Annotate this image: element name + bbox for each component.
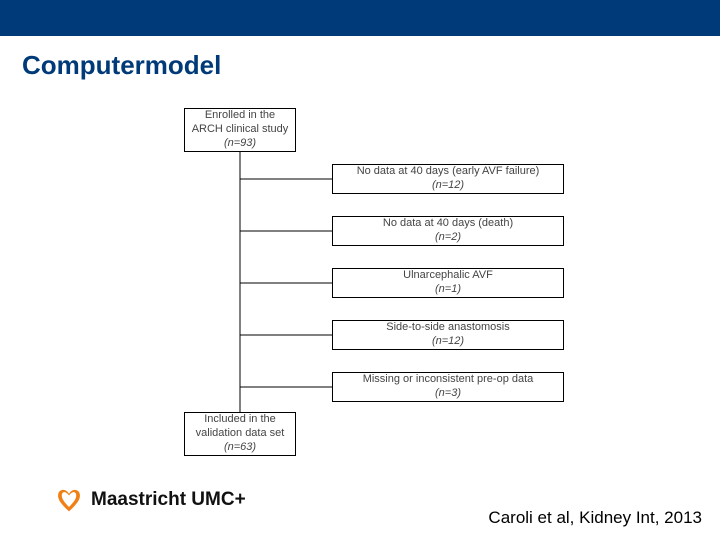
flow-box-enroll: Enrolled in theARCH clinical study(n=93) [184, 108, 296, 152]
flow-box-r3: Ulnarcephalic AVF(n=1) [332, 268, 564, 298]
logo: Maastricht UMC+ [55, 486, 246, 514]
flow-box-r1: No data at 40 days (early AVF failure)(n… [332, 164, 564, 194]
flow-box-include: Included in thevalidation data set(n=63) [184, 412, 296, 456]
logo-text: Maastricht UMC+ [91, 489, 246, 511]
slide: Computermodel Enrolled in theARCH clinic… [0, 0, 720, 540]
slide-title: Computermodel [22, 50, 221, 81]
citation: Caroli et al, Kidney Int, 2013 [488, 508, 702, 528]
header-bar [0, 0, 720, 36]
flowchart: Enrolled in theARCH clinical study(n=93)… [170, 108, 584, 458]
flow-box-r2: No data at 40 days (death)(n=2) [332, 216, 564, 246]
flow-box-r4: Side-to-side anastomosis(n=12) [332, 320, 564, 350]
flow-box-r5: Missing or inconsistent pre-op data(n=3) [332, 372, 564, 402]
heart-icon [55, 486, 83, 514]
